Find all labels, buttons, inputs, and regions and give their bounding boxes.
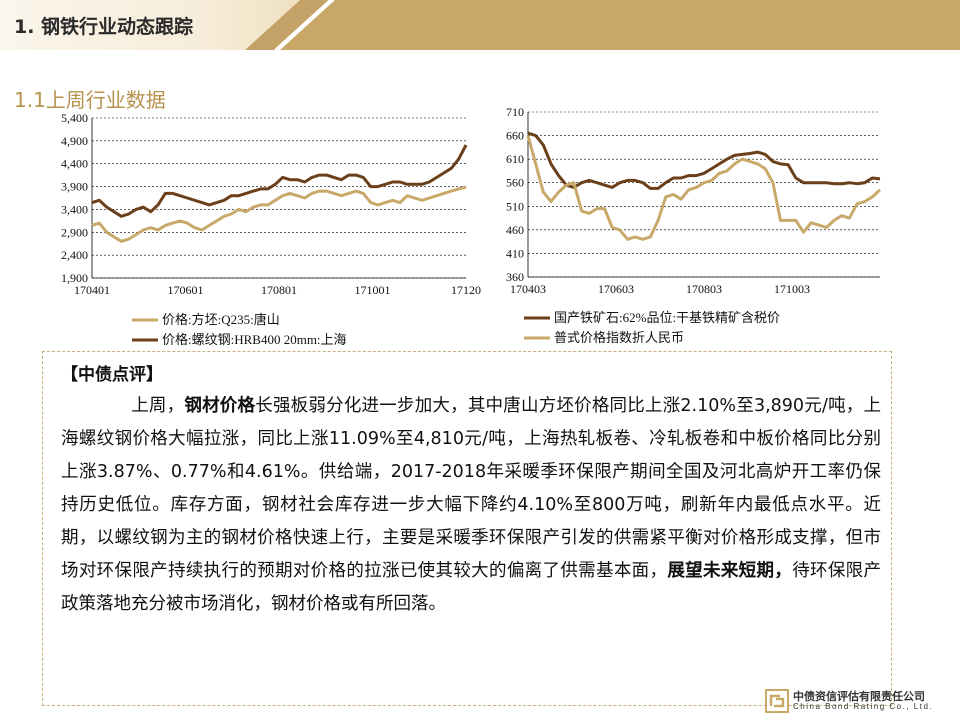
steel-x-tick-label: 171001 <box>355 283 391 297</box>
steel-x-tick-label: 17120 <box>451 283 481 297</box>
iron-ore-price-chart-svg: 360 410 460 510 560 610 660 710 170403 170603 1708… <box>506 105 882 345</box>
steel-legend-label-1: 价格:方坯:Q235:唐山 <box>162 312 280 327</box>
ore-y-tick-label: 360 <box>506 270 524 284</box>
ore-x-tick-label: 170403 <box>510 282 546 296</box>
comment-heading: 【中债点评】 <box>61 365 163 385</box>
iron-ore-price-chart: 360 410 460 510 560 610 660 710 170403 170603 1708… <box>500 102 885 354</box>
ore-y-tick-label: 660 <box>506 129 524 143</box>
ore-series-line-2 <box>526 135 882 241</box>
ore-x-tick-label: 170803 <box>686 282 722 296</box>
steel-price-chart-svg: 1,900 2,400 2,900 3,400 3,900 4,400 4,900 5,400… <box>61 111 481 347</box>
ore-y-tick-label: 510 <box>506 199 524 213</box>
ore-y-tick-label: 460 <box>506 223 524 237</box>
logo-icon <box>765 689 789 713</box>
steel-x-tick-label: 170601 <box>168 283 204 297</box>
ore-x-tick-label: 170603 <box>598 282 634 296</box>
ore-legend-label-1: 国产铁矿石:62%品位:干基铁精矿含税价 <box>554 310 780 325</box>
comment-emphasis-1: 钢材价格 <box>184 396 256 416</box>
header-decoration <box>0 0 960 51</box>
logo-name-cn: 中债资信评估有限责任公司 <box>793 690 925 703</box>
steel-y-tick-label: 1,900 <box>61 271 88 285</box>
steel-series-line-1 <box>91 185 467 243</box>
steel-y-tick-label: 3,400 <box>61 202 88 216</box>
ore-y-tick-label: 610 <box>506 152 524 166</box>
ore-series-line-1 <box>527 131 881 190</box>
comment-text-2: 长强板弱分化进一步加大，其中唐山方坯价格同比上涨2.10%至3,890元/吨，上… <box>61 396 882 581</box>
ore-x-tick-label: 171003 <box>774 282 810 296</box>
ore-y-tick-label: 710 <box>506 105 524 119</box>
section-title: 1.1上周行业数据 <box>14 88 166 112</box>
page-title: 1. 钢铁行业动态跟踪 <box>14 16 194 38</box>
comment-box: 【中债点评】 上周，钢材价格长强板弱分化进一步加大，其中唐山方坯价格同比上涨2.… <box>42 351 892 706</box>
ore-y-tick-label: 560 <box>506 176 524 190</box>
steel-series-line-2 <box>91 144 468 218</box>
steel-y-tick-label: 5,400 <box>61 111 88 125</box>
company-logo: 中债资信评估有限责任公司 China Bond Rating Co., Ltd. <box>765 686 955 716</box>
steel-y-tick-label: 4,400 <box>61 157 88 171</box>
comment-emphasis-2: 展望未来短期， <box>667 561 793 581</box>
header-banner: 1. 钢铁行业动态跟踪 <box>0 0 960 51</box>
steel-y-tick-label: 2,900 <box>61 225 88 239</box>
comment-text-1: 上周， <box>131 396 185 416</box>
ore-legend-label-2: 普式价格指数折人民币 <box>554 330 684 345</box>
steel-x-tick-label: 170801 <box>261 283 297 297</box>
steel-y-tick-label: 4,900 <box>61 134 88 148</box>
steel-y-tick-label: 3,900 <box>61 180 88 194</box>
steel-x-tick-label: 170401 <box>74 283 110 297</box>
comment-text-3: 待环保限产政策落地充分被市场消化，钢材价格或有所回落。 <box>61 561 882 614</box>
comment-body: 上周，钢材价格长强板弱分化进一步加大，其中唐山方坯价格同比上涨2.10%至3,8… <box>61 390 881 621</box>
steel-y-tick-label: 2,400 <box>61 248 88 262</box>
steel-price-chart: 1,900 2,400 2,900 3,400 3,900 4,400 4,900 5,400… <box>52 108 492 353</box>
ore-y-tick-label: 410 <box>506 246 524 260</box>
logo-name-en: China Bond Rating Co., Ltd. <box>793 702 934 711</box>
steel-legend-label-2: 价格:螺纹钢:HRB400 20mm:上海 <box>162 332 347 347</box>
